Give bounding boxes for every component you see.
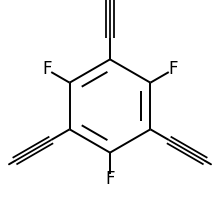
Text: F: F xyxy=(105,170,115,188)
Text: F: F xyxy=(42,60,51,78)
Text: F: F xyxy=(169,60,178,78)
